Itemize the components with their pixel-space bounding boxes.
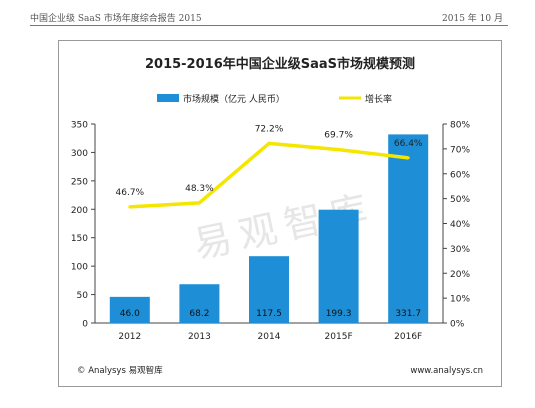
y-right-tick-label: 30%: [450, 245, 470, 255]
y-right-tick-label: 10%: [450, 295, 470, 305]
y-left-tick-label: 300: [71, 149, 88, 159]
bar-value-label: 46.0: [120, 309, 140, 319]
x-tick-label: 2014: [258, 332, 281, 342]
bar-value-label: 117.5: [256, 309, 282, 319]
bar-value-label: 331.7: [395, 309, 421, 319]
y-right-tick-label: 40%: [450, 220, 470, 230]
footer-copyright: © Analysys 易观智库: [77, 365, 163, 376]
chart-title: 2015-2016年中国企业级SaaS市场规模预测: [145, 56, 415, 72]
x-tick-label: 2016F: [394, 332, 422, 342]
y-right-tick-label: 20%: [450, 270, 470, 280]
bar-2012: [109, 296, 150, 323]
bar-value-label: 68.2: [189, 309, 209, 319]
report-header: 中国企业级 SaaS 市场年度综合报告 2015 2015 年 10 月: [0, 0, 535, 26]
report-header-title: 中国企业级 SaaS 市场年度综合报告 2015: [30, 14, 202, 24]
y-right-tick-label: 80%: [450, 121, 470, 131]
y-right-tick-label: 0%: [450, 320, 465, 330]
growth-value-label: 69.7%: [324, 131, 353, 141]
y-left-tick-label: 200: [71, 206, 88, 216]
chart-frame: 2015-2016年中国企业级SaaS市场规模预测 易观智库 市场规模（亿元 人民币…: [58, 40, 502, 387]
growth-value-label: 48.3%: [185, 184, 214, 194]
legend-line-label: 增长率: [365, 93, 392, 105]
bar-2014: [249, 256, 289, 323]
growth-point: [337, 148, 341, 152]
y-left-tick-label: 250: [71, 177, 88, 187]
y-left-tick-label: 50: [77, 291, 89, 301]
x-tick-label: 2013: [188, 332, 211, 342]
bar-2015F: [318, 209, 359, 323]
bar-value-label: 199.3: [326, 309, 352, 319]
y-left-tick-label: 350: [71, 121, 88, 131]
growth-point: [128, 205, 132, 209]
y-left-tick-label: 0: [82, 320, 88, 330]
growth-point: [267, 141, 271, 145]
x-tick-label: 2012: [118, 332, 141, 342]
x-tick-label: 2015F: [325, 332, 353, 342]
growth-point: [406, 156, 410, 160]
header-divider: [30, 25, 508, 26]
y-right-tick-label: 50%: [450, 195, 470, 205]
growth-value-label: 72.2%: [255, 124, 284, 134]
legend-bar-label: 市场规模（亿元 人民币）: [183, 93, 285, 105]
growth-value-label: 66.4%: [394, 139, 423, 149]
growth-value-label: 46.7%: [116, 188, 145, 198]
y-left-tick-label: 150: [71, 234, 88, 244]
y-right-tick-label: 70%: [450, 145, 470, 155]
bar-2016F: [388, 134, 429, 323]
growth-point: [197, 201, 201, 205]
bar-2013: [179, 284, 220, 323]
y-right-tick-label: 60%: [450, 170, 470, 180]
legend-bar-swatch: [157, 94, 179, 102]
y-left-tick-label: 100: [71, 263, 88, 273]
footer-website: www.analysys.cn: [410, 366, 483, 376]
report-header-date: 2015 年 10 月: [442, 14, 503, 24]
